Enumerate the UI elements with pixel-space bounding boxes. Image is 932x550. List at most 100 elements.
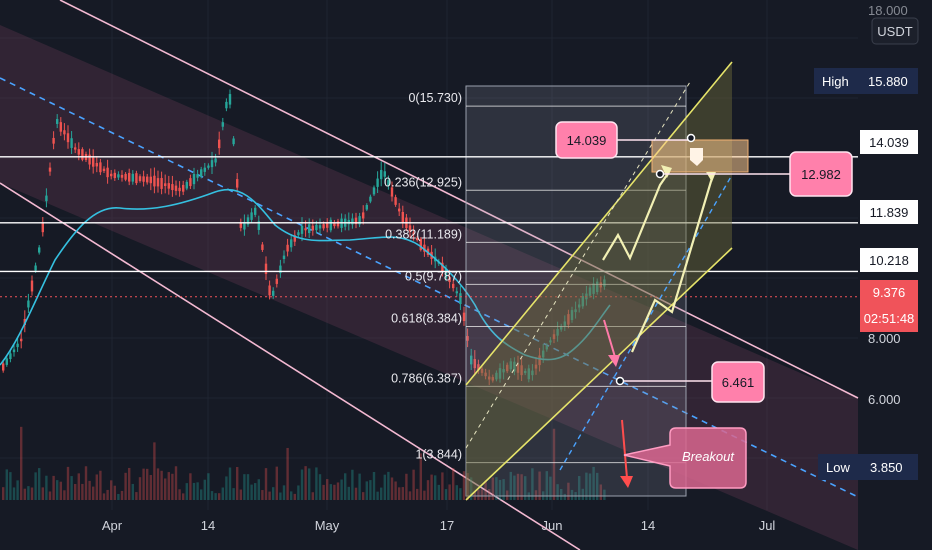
candle-body — [228, 94, 232, 105]
volume-bar — [27, 486, 30, 500]
candle-body — [524, 370, 527, 374]
candle-body — [117, 174, 120, 178]
volume-bar — [131, 483, 134, 500]
candle-body — [527, 368, 530, 380]
candle-body — [318, 225, 322, 229]
candle-body — [30, 280, 34, 292]
callout-right-box — [789, 151, 853, 197]
volume-bar — [495, 477, 498, 500]
volume-bar — [588, 473, 592, 500]
candle-body — [570, 310, 574, 320]
volume-bar — [200, 489, 203, 500]
candle-body — [412, 232, 415, 235]
currency-button[interactable] — [871, 17, 919, 45]
volume-bar — [477, 489, 480, 500]
volume-bar — [513, 475, 516, 500]
callout-right[interactable]: 12.982 — [655, 151, 853, 197]
volume-bar — [570, 489, 574, 500]
moving-average-line[interactable] — [0, 188, 611, 366]
fib-level-label-0: 0(15.730) — [408, 91, 462, 105]
candle-body — [376, 178, 379, 187]
price-axis[interactable]: 18.000 USDT High 15.880 14.039 11.839 10… — [814, 3, 919, 480]
volume-bar — [124, 472, 127, 500]
volume-bar — [239, 489, 242, 500]
candle-body — [480, 368, 484, 373]
price-tick-8: 8.000 — [868, 331, 901, 346]
candle-body — [153, 175, 156, 187]
candle-body — [38, 247, 41, 253]
volume-bar — [16, 480, 19, 500]
ascending-channel-upper-line[interactable] — [465, 61, 733, 386]
candle-body — [506, 364, 509, 372]
volume-bar — [117, 493, 120, 500]
candle-body — [455, 291, 458, 294]
time-label-may-17: 17 — [440, 518, 454, 533]
volume-bar — [560, 488, 563, 500]
volume-bar — [466, 472, 469, 500]
currency-label: USDT — [877, 24, 912, 39]
volume-bar — [329, 484, 332, 500]
candle-body — [110, 173, 113, 177]
time-axis[interactable]: Apr 14 May 17 Jun 14 Jul — [102, 518, 776, 533]
volume-bar — [30, 487, 34, 500]
volume-bar — [52, 475, 55, 500]
time-label-jun-14: 14 — [641, 518, 655, 533]
candle-body — [12, 349, 16, 353]
candle-body — [156, 178, 160, 187]
candle-body — [513, 361, 516, 372]
volume-bar — [556, 484, 559, 500]
volume-bar — [293, 493, 296, 500]
candle-body — [408, 225, 412, 231]
candle-body — [282, 255, 286, 260]
candle-body — [128, 172, 131, 182]
volume-bar — [153, 442, 156, 500]
candle-body — [59, 122, 62, 132]
volume-bar — [470, 477, 473, 500]
volume-bar — [534, 490, 538, 500]
candle-body — [214, 158, 217, 163]
candle-body — [372, 187, 376, 195]
candle-body — [9, 353, 12, 360]
callout-breakout[interactable]: Breakout — [623, 427, 747, 489]
volume-bar — [545, 471, 548, 500]
candle-body — [63, 130, 66, 135]
candle-body — [574, 309, 577, 313]
volume-bar — [59, 481, 62, 500]
candle-body — [239, 222, 242, 228]
volume-bar — [178, 489, 181, 500]
volume-bar — [41, 487, 44, 500]
volume-bar — [426, 480, 430, 500]
callout-top-label: 14.039 — [567, 133, 607, 148]
candle-body — [552, 334, 556, 340]
callout-support[interactable]: 6.461 — [615, 361, 765, 403]
flag-icon — [690, 148, 703, 166]
volume-bar — [333, 484, 336, 500]
candle-body — [160, 178, 163, 189]
ascending-channel-midline — [559, 174, 733, 471]
volume-bar — [250, 484, 253, 500]
candle-body — [509, 361, 512, 370]
volume-bar — [434, 475, 437, 500]
descending-channel-upper-line[interactable] — [59, 0, 859, 399]
volume-bar — [221, 487, 224, 500]
time-label-may: May — [315, 518, 340, 533]
candle-body — [354, 217, 358, 225]
volume-bar — [5, 469, 8, 500]
descending-channel-lower-line[interactable] — [0, 182, 581, 550]
volume-bar — [520, 474, 523, 500]
volume-bar — [480, 489, 484, 500]
callout-top[interactable]: 14.039 — [555, 121, 696, 159]
descending-channel-midline[interactable] — [0, 77, 859, 498]
time-label-apr-14: 14 — [201, 518, 215, 533]
candle-body — [534, 364, 538, 369]
fib-level-label-5: 0.786(6.387) — [391, 371, 462, 385]
candle-body — [286, 244, 289, 252]
volume-bar — [74, 483, 77, 500]
callout-support-box — [711, 361, 765, 403]
candle-body — [250, 212, 253, 220]
candle-body — [113, 172, 116, 179]
candle-body — [246, 217, 250, 225]
ascending-channel-lower-line[interactable] — [465, 247, 733, 501]
candle-body — [236, 179, 239, 188]
